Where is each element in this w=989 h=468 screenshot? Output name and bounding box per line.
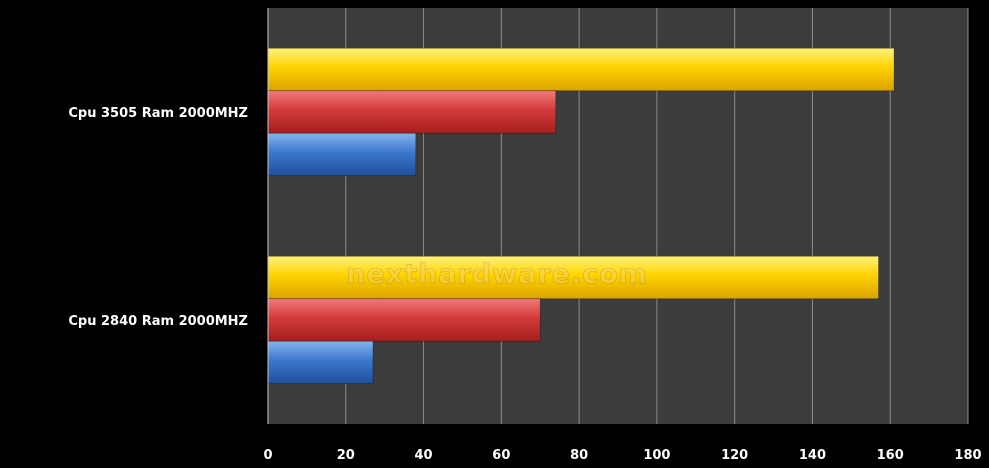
- bars: [267, 47, 895, 385]
- category-labels: Cpu 3505 Ram 2000MHZ Cpu 2840 Ram 2000MHZ: [68, 106, 248, 329]
- x-tick-label: 160: [877, 448, 904, 463]
- watermark: nexthardware.com: [346, 259, 648, 290]
- x-tick-label: 20: [337, 448, 355, 463]
- x-tick-label: 0: [263, 448, 272, 463]
- x-tick-label: 60: [492, 448, 510, 463]
- x-tick-label: 80: [570, 448, 588, 463]
- x-tick-label: 40: [415, 448, 433, 463]
- x-tick-label: 100: [643, 448, 670, 463]
- category-label: Cpu 3505 Ram 2000MHZ: [68, 106, 248, 121]
- bar: [267, 47, 895, 92]
- bar: [267, 132, 417, 177]
- bar: [267, 255, 879, 300]
- bar: [267, 340, 374, 385]
- bar: [267, 298, 541, 342]
- x-tick-label: 180: [954, 448, 981, 463]
- x-tick-label: 120: [721, 448, 748, 463]
- x-tick-labels: 0 20 40 60 80 100 120 140 160 180: [263, 448, 981, 463]
- bar: [267, 90, 557, 134]
- category-label: Cpu 2840 Ram 2000MHZ: [68, 314, 248, 329]
- x-tick-label: 140: [799, 448, 826, 463]
